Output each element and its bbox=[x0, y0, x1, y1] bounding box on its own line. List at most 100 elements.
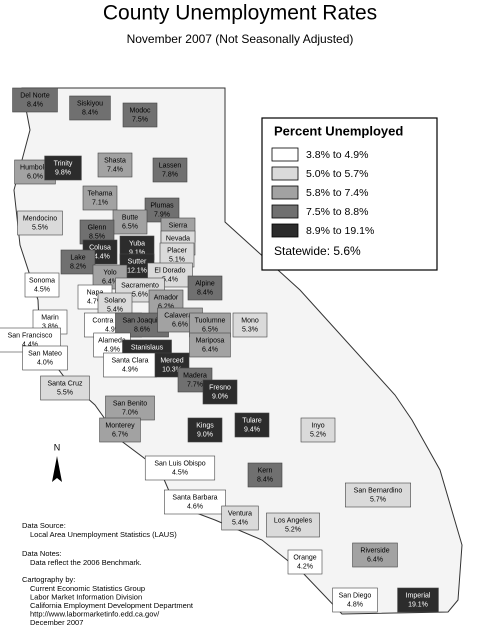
county-rate: 5.6% bbox=[132, 291, 148, 298]
legend-swatch bbox=[271, 204, 299, 219]
county-rate: 4.8% bbox=[347, 601, 363, 608]
county-name: Amador bbox=[154, 294, 179, 301]
county-rate: 6.6% bbox=[172, 321, 188, 328]
north-arrow: N bbox=[52, 442, 62, 482]
north-label: N bbox=[54, 442, 61, 452]
county-rate: 19.1% bbox=[408, 601, 428, 608]
county-rate: 5.4% bbox=[107, 306, 123, 313]
county-name: San Mateo bbox=[28, 350, 62, 357]
county-rate: 5.2% bbox=[285, 526, 301, 533]
county-name: San Joaquin bbox=[123, 317, 162, 324]
county-rate: 7.8% bbox=[162, 171, 178, 178]
county-name: Alameda bbox=[98, 337, 126, 344]
county bbox=[69, 95, 111, 121]
county bbox=[300, 417, 336, 443]
county-rate: 6.5% bbox=[122, 223, 138, 230]
title: County Unemployment Rates bbox=[103, 2, 377, 25]
legend-swatch bbox=[271, 223, 299, 238]
legend-swatch bbox=[271, 185, 299, 200]
county-name: Santa Clara bbox=[112, 357, 149, 364]
county-name: Nevada bbox=[166, 235, 190, 242]
county bbox=[99, 417, 141, 443]
county-name: Santa Barbara bbox=[172, 494, 217, 501]
county bbox=[24, 272, 60, 298]
county bbox=[287, 549, 323, 575]
county bbox=[97, 152, 133, 178]
county-name: Sonoma bbox=[29, 277, 55, 284]
county-name: San Benito bbox=[113, 400, 147, 407]
county-rate: 4.5% bbox=[34, 286, 50, 293]
legend-label: 8.9% to 19.1% bbox=[306, 225, 374, 237]
notes-text: Data reflect the 2006 Benchmark. bbox=[30, 558, 142, 567]
county bbox=[187, 275, 223, 301]
county bbox=[187, 417, 223, 443]
county-rate: 8.4% bbox=[257, 476, 273, 483]
county-name: Imperial bbox=[406, 592, 431, 599]
county-name: Del Norte bbox=[20, 92, 50, 99]
county-name: Plumas bbox=[150, 202, 174, 209]
county-rate: 8.4% bbox=[197, 289, 213, 296]
county-rate: 4.2% bbox=[297, 563, 313, 570]
county bbox=[17, 210, 63, 236]
county bbox=[202, 379, 238, 405]
county bbox=[60, 249, 96, 275]
county-rate: 4.5% bbox=[172, 469, 188, 476]
county bbox=[144, 455, 216, 481]
legend-items: 3.8% to 4.9% 5.0% to 5.7% 5.8% to 7.4% 7.5%… bbox=[271, 147, 374, 238]
county bbox=[397, 587, 439, 613]
county-rate: 9.1% bbox=[129, 249, 145, 256]
county-name: Contra Costa bbox=[92, 317, 133, 324]
county-name: San Luis Obispo bbox=[154, 460, 205, 467]
county-name: Modoc bbox=[129, 107, 151, 114]
county bbox=[247, 462, 283, 488]
county-rate: 4.0% bbox=[37, 359, 53, 366]
county bbox=[234, 412, 270, 438]
county-rate: 7.7% bbox=[187, 381, 203, 388]
county-rate: 5.5% bbox=[57, 389, 73, 396]
counties: Del Norte 8.4% Siskiyou 8.4% Modoc 7.5% Humbol… bbox=[0, 87, 439, 613]
county-name: Kern bbox=[258, 467, 273, 474]
county bbox=[332, 587, 378, 613]
subtitle: November 2007 (Not Seasonally Adjusted) bbox=[127, 32, 354, 46]
county-name: Alpine bbox=[195, 280, 215, 287]
county-rate: 5.2% bbox=[310, 431, 326, 438]
county-rate: 4.9% bbox=[122, 366, 138, 373]
county-rate: 7.1% bbox=[92, 199, 108, 206]
county bbox=[189, 332, 231, 358]
county-rate: 5.3% bbox=[242, 326, 258, 333]
county-name: Mendocino bbox=[23, 215, 57, 222]
county-name: Madera bbox=[183, 372, 207, 379]
county-rate: 7.9% bbox=[154, 211, 170, 218]
county bbox=[352, 542, 398, 568]
county-name: Humboldt bbox=[20, 164, 50, 171]
county-rate: 8.4% bbox=[82, 109, 98, 116]
county-name: Orange bbox=[293, 554, 316, 561]
county-rate: 7.4% bbox=[107, 166, 123, 173]
county-name: Merced bbox=[160, 357, 183, 364]
county bbox=[44, 155, 82, 181]
legend-label: 3.8% to 4.9% bbox=[306, 149, 368, 161]
credit-line: http://www.labormarketinfo.edd.ca.gov/ bbox=[30, 609, 160, 618]
county-name: Fresno bbox=[209, 384, 231, 391]
county-name: Ventura bbox=[228, 510, 252, 517]
county-name: Monterey bbox=[105, 422, 135, 429]
county bbox=[164, 489, 226, 515]
county-rate: 9.0% bbox=[212, 393, 228, 400]
credit-line: California Employment Development Depart… bbox=[30, 601, 194, 610]
county-name: Lake bbox=[70, 254, 85, 261]
county-name: Mariposa bbox=[196, 337, 225, 344]
county bbox=[112, 209, 148, 235]
county-name: Kings bbox=[196, 422, 214, 429]
legend-label: 5.0% to 5.7% bbox=[306, 168, 368, 180]
county-rate: 6.4% bbox=[367, 556, 383, 563]
county-name: Los Angeles bbox=[274, 517, 313, 524]
county-name: Shasta bbox=[104, 157, 126, 164]
county-rate: 5.7% bbox=[370, 496, 386, 503]
county-name: Sierra bbox=[169, 222, 188, 229]
legend-swatch bbox=[271, 166, 299, 181]
county-name: Yuba bbox=[129, 240, 145, 247]
legend-swatch bbox=[271, 147, 299, 162]
credit-line: Labor Market Information Division bbox=[30, 592, 142, 601]
